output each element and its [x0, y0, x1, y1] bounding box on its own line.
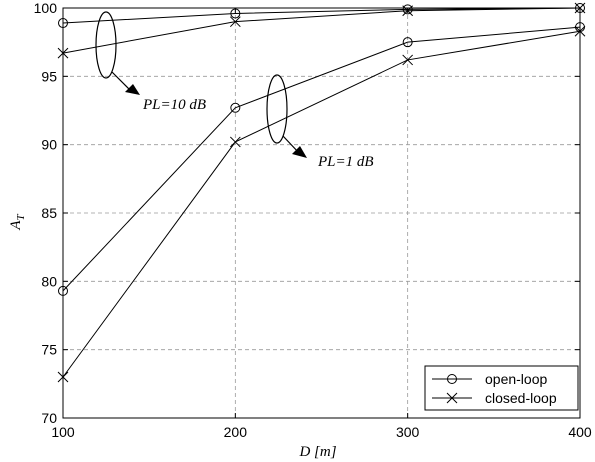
pl10-arrowhead: [125, 84, 140, 95]
y-tick-label: 85: [41, 205, 57, 221]
legend-marker-closed-loop: [446, 392, 458, 404]
y-tick-label: 100: [34, 0, 58, 16]
y-tick-label: 70: [41, 410, 57, 426]
x-tick-label: 100: [51, 424, 75, 440]
x-axis-label: D [m]: [298, 444, 336, 460]
series-layer: [57, 2, 586, 383]
x-tick-label: 300: [396, 424, 420, 440]
series-line-open-loop: [62, 26, 581, 292]
pl1-label: PL=1 dB: [317, 154, 374, 170]
pl10-ellipse: [95, 11, 117, 79]
y-tick-label: 95: [41, 68, 57, 84]
point-open-loop: [402, 37, 413, 48]
pl10-label: PL=10 dB: [142, 97, 206, 113]
y-tick-label: 90: [41, 137, 57, 153]
legend-marker-open-loop: [447, 374, 457, 384]
y-axis-label-sub: T: [15, 213, 27, 220]
x-tick-label: 400: [568, 424, 592, 440]
series-line-open-loop: [62, 7, 581, 24]
point-open-loop: [230, 102, 241, 113]
y-tick-label: 80: [41, 273, 57, 289]
axis-ticks: 100 200 300 400 70 75 80 85 90 95 100: [34, 0, 592, 440]
point-closed-loop: [229, 136, 241, 148]
x-tick-label: 200: [224, 424, 248, 440]
y-axis-label-main: A: [8, 220, 24, 231]
series-line-closed-loop: [62, 7, 581, 54]
grid: [63, 8, 580, 418]
annotations: PL=10 dB PL=1 dB: [95, 11, 374, 170]
series-line-closed-loop: [62, 30, 581, 378]
point-closed-loop: [229, 16, 241, 28]
y-tick-label: 75: [41, 342, 57, 358]
point-open-loop: [402, 4, 413, 15]
legend: open-loop closed-loop: [424, 365, 579, 411]
point-closed-loop: [402, 54, 414, 66]
pl1-arrowhead: [292, 146, 307, 158]
legend-label-closed-loop: closed-loop: [485, 390, 557, 406]
y-axis-label: AT: [8, 213, 27, 230]
pl1-ellipse: [266, 74, 288, 144]
legend-box: [424, 365, 579, 411]
legend-label-open-loop: open-loop: [485, 371, 547, 387]
